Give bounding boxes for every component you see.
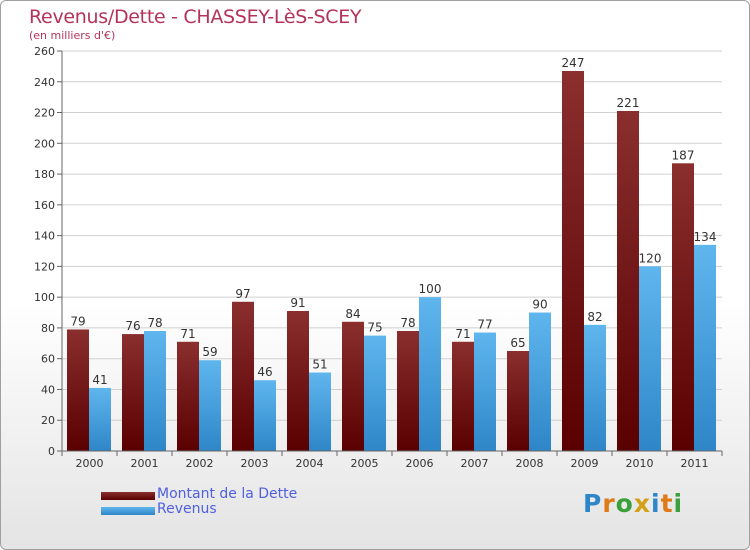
- bar-revenus-2006: [419, 297, 441, 451]
- axes: 0 20 40 60 80 100 120 140 160 180 200 220 240 260 2000…: [34, 45, 723, 470]
- chart-subtitle: (en milliers d'€): [29, 29, 116, 42]
- data-label-dette-2011: 187: [672, 148, 695, 162]
- bars: [67, 71, 716, 452]
- bar-dette-2011: [672, 163, 694, 452]
- x-tick-label: 2002: [186, 457, 214, 470]
- data-label-dette-2006: 78: [400, 316, 415, 330]
- bar-revenus-2005: [364, 335, 386, 451]
- y-tick-label: 120: [34, 260, 55, 273]
- y-tick-label: 0: [48, 445, 55, 458]
- bar-revenus-2008: [529, 312, 551, 451]
- x-tick-label: 2011: [681, 457, 709, 470]
- x-tick-label: 2000: [76, 457, 104, 470]
- data-labels: 79 41 76 78 71 59 97 46 91 51 84 75 78 100 71 77 65 90 247…: [70, 56, 716, 387]
- y-tick-label: 60: [41, 353, 55, 366]
- data-label-dette-2004: 91: [290, 296, 305, 310]
- x-tick-label: 2003: [241, 457, 269, 470]
- bar-revenus-2009: [584, 324, 606, 451]
- bar-revenus-2003: [254, 380, 276, 451]
- x-tick-label: 2009: [571, 457, 599, 470]
- y-tick-label: 80: [41, 322, 55, 335]
- brand-logo: Proxiti: [583, 489, 684, 518]
- bar-revenus-2011: [694, 244, 716, 451]
- data-label-dette-2009: 247: [562, 56, 585, 70]
- data-label-revenus-2006: 100: [419, 282, 442, 296]
- bar-dette-2009: [562, 71, 584, 451]
- y-tick-label: 180: [34, 168, 55, 181]
- bar-dette-2004: [287, 311, 309, 451]
- x-tick-label: 2001: [131, 457, 159, 470]
- bar-dette-2005: [342, 321, 364, 451]
- y-tick-label: 240: [34, 76, 55, 89]
- bar-revenus-2001: [144, 331, 166, 451]
- legend-swatch-revenus: [101, 507, 155, 515]
- bar-revenus-2000: [89, 387, 111, 451]
- x-tick-label: 2008: [516, 457, 544, 470]
- bar-revenus-2002: [199, 360, 221, 451]
- y-tick-label: 40: [41, 383, 55, 396]
- data-label-revenus-2005: 75: [367, 321, 382, 335]
- data-label-dette-2007: 71: [455, 327, 470, 341]
- y-tick-label: 200: [34, 137, 55, 150]
- data-label-dette-2003: 97: [235, 287, 250, 301]
- data-label-dette-2001: 76: [125, 319, 140, 333]
- y-tick-label: 220: [34, 107, 55, 120]
- y-tick-label: 20: [41, 414, 55, 427]
- data-label-dette-2005: 84: [345, 307, 360, 321]
- bar-dette-2008: [507, 351, 529, 451]
- data-label-dette-2002: 71: [180, 327, 195, 341]
- bar-dette-2003: [232, 301, 254, 451]
- y-tick-label: 140: [34, 230, 55, 243]
- bar-revenus-2004: [309, 372, 331, 451]
- chart-title: Revenus/Dette - CHASSEY-LèS-SCEY: [29, 6, 362, 28]
- data-label-revenus-2008: 90: [532, 298, 547, 312]
- x-tick-label: 2010: [626, 457, 654, 470]
- data-label-revenus-2001: 78: [147, 316, 162, 330]
- bar-dette-2000: [67, 329, 89, 451]
- data-label-revenus-2010: 120: [639, 251, 662, 265]
- data-label-revenus-2009: 82: [587, 310, 602, 324]
- data-label-revenus-2000: 41: [92, 373, 107, 387]
- bar-dette-2006: [397, 331, 419, 451]
- bar-dette-2001: [122, 334, 144, 451]
- data-label-dette-2000: 79: [70, 314, 85, 328]
- y-tick-label: 100: [34, 291, 55, 304]
- bar-dette-2007: [452, 341, 474, 451]
- x-tick-label: 2005: [351, 457, 379, 470]
- bar-revenus-2010: [639, 266, 661, 451]
- data-label-revenus-2011: 134: [694, 230, 717, 244]
- legend-swatch-dette: [101, 492, 155, 500]
- grid-lines: [62, 50, 722, 452]
- x-tick-label: 2007: [461, 457, 489, 470]
- y-tick-label: 160: [34, 199, 55, 212]
- bar-dette-2010: [617, 111, 639, 451]
- data-label-revenus-2007: 77: [477, 318, 492, 332]
- bar-revenus-2007: [474, 332, 496, 451]
- x-tick-label: 2004: [296, 457, 324, 470]
- y-tick-label: 260: [34, 45, 55, 58]
- bar-dette-2002: [177, 341, 199, 451]
- x-tick-label: 2006: [406, 457, 434, 470]
- data-label-revenus-2002: 59: [202, 345, 217, 359]
- data-label-dette-2010: 221: [617, 96, 640, 110]
- legend-label-dette: Montant de la Dette: [157, 486, 298, 502]
- data-label-dette-2008: 65: [510, 336, 525, 350]
- data-label-revenus-2004: 51: [312, 358, 327, 372]
- data-label-revenus-2003: 46: [257, 365, 272, 379]
- legend-label-revenus: Revenus: [157, 501, 217, 517]
